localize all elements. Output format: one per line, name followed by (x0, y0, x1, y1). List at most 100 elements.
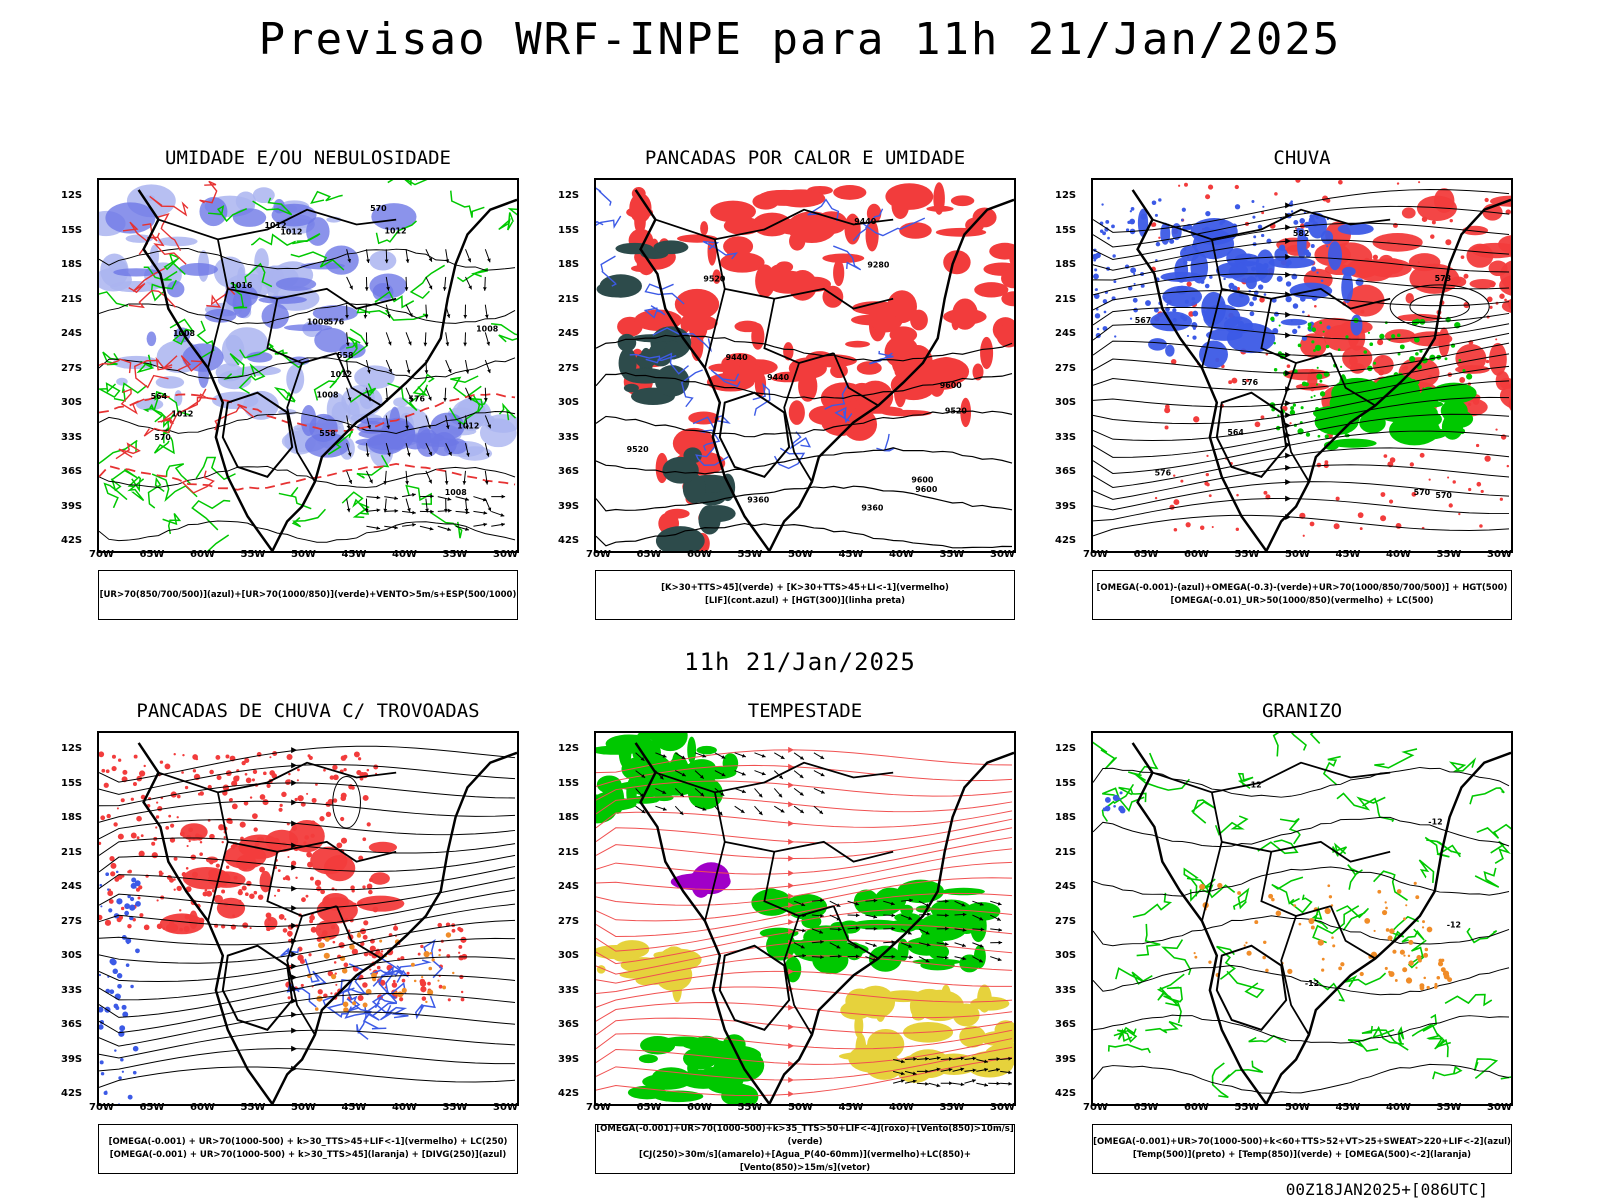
temp850-contour (1374, 748, 1418, 769)
contour-label: 582 (1293, 229, 1310, 238)
convective-rain-area (216, 897, 246, 919)
wind850-vector (964, 1056, 977, 1061)
convective-rain-dots (130, 832, 137, 839)
wind850-gt10 (732, 1083, 751, 1100)
omega-green-dots (1290, 406, 1295, 410)
omega-blue-dots (1299, 296, 1306, 302)
lc850-streamline-arrow (788, 893, 795, 900)
wind850-vector (847, 954, 860, 959)
divergence-contour (394, 959, 432, 978)
omega500-orange (1359, 971, 1364, 977)
omega-blue-dots (1311, 266, 1317, 272)
convective-rain-dots (168, 814, 172, 818)
wind850-vector (793, 752, 805, 760)
convective-rain-dots (176, 816, 179, 819)
contour-label: 558 (319, 429, 336, 438)
contour-label: 9440 (726, 353, 749, 362)
convection-k30-tts45-li (980, 336, 994, 370)
temp850-contour (1373, 870, 1408, 901)
thickness-contour (153, 232, 187, 265)
convective-rain-dots (362, 837, 367, 842)
convective-rain-area (356, 895, 405, 912)
panel-title-umidade: UMIDADE E/OU NEBULOSIDADE (165, 147, 451, 169)
wind-vector (385, 304, 391, 319)
lc850-streamline-arrow (788, 1076, 795, 1083)
coastline (1131, 742, 1511, 1104)
convective-rain-dots (195, 757, 199, 761)
convective-rain-dots (285, 779, 291, 785)
omega-green-dots (1305, 432, 1311, 437)
wind850-vector (952, 1056, 965, 1061)
omega-green-dots (1451, 389, 1455, 393)
convective-rain-dots (301, 897, 306, 903)
wind850-vector (883, 954, 896, 959)
humidity-high (198, 360, 209, 389)
wind-vector (405, 359, 411, 374)
convective-rain-dots (215, 755, 221, 760)
omega500-orange (1423, 976, 1426, 980)
latitude-tick-label: 24S (1055, 328, 1077, 339)
omega500-orange (1217, 882, 1223, 889)
convective-rain-area (310, 846, 348, 875)
lc250-streamline-arrow (291, 779, 298, 786)
latitude-tick-label: 36S (558, 1019, 580, 1030)
divergence-dots (103, 1090, 108, 1096)
omega-green-area (1378, 399, 1427, 415)
instability-orange-dots (437, 979, 440, 982)
temp850-contour (1191, 799, 1217, 824)
wind-vector (465, 359, 470, 374)
convection-k30-tts45-li (972, 363, 984, 381)
wind850-vector (989, 914, 1001, 921)
omega-blue-dots (1207, 227, 1210, 230)
omega-ur50-dots (1359, 527, 1363, 531)
wind850-vector (940, 1067, 953, 1072)
omega-blue-dots (1094, 313, 1101, 319)
latitude-tick-label: 39S (61, 500, 83, 512)
omega500-orange (1287, 968, 1293, 974)
convection-k30-tts45-li (851, 314, 901, 326)
omega-green-dots (1311, 327, 1317, 332)
lc850-streamline (596, 796, 1013, 815)
longitude-tick-label: 50W (1285, 549, 1310, 560)
latitude-tick-label: 36S (61, 1019, 83, 1030)
instability-orange-dots (431, 958, 435, 962)
convective-rain-dots (173, 856, 178, 861)
hgt300-contour (596, 485, 1013, 512)
convective-rain-dots (132, 782, 137, 787)
omega-ur50-dots (1154, 496, 1158, 500)
convective-rain-dots (457, 926, 462, 931)
omega-ur50-dots (1489, 305, 1493, 309)
latitude-tick-label: 30S (558, 397, 580, 408)
wind850-vector (694, 752, 707, 758)
omega-ur50-dots (1338, 180, 1343, 185)
convective-rain-dots (137, 896, 141, 900)
omega-green-dots (1452, 401, 1459, 407)
convective-rain-dots (226, 817, 233, 824)
humidity-1000-850-contour (99, 439, 138, 465)
omega-blue-dots (1191, 274, 1194, 277)
omega500-orange (1193, 952, 1196, 955)
omega-ur50-dots (1151, 222, 1155, 227)
uruguay-border (221, 391, 294, 478)
lc500-streamline-arrow (1285, 238, 1292, 245)
longitude-tick-label: 45W (1335, 549, 1361, 560)
longitude-tick-label: 50W (291, 1102, 316, 1113)
humidity-1000-850-contour (154, 390, 191, 416)
convective-rain-dots (110, 862, 117, 869)
wind-vector (365, 359, 371, 374)
wind850-vector (655, 805, 667, 811)
humidity-high (166, 280, 185, 298)
temp850-contour (1226, 970, 1265, 999)
wind850-vector (918, 956, 930, 963)
legend-tempestade: [OMEGA(-0.001)+UR>70(1000-500)+k>35_TTS>… (595, 1124, 1015, 1174)
longitude-tick-label: 30W (1487, 1102, 1512, 1113)
lc850-streamline-arrow (788, 968, 795, 975)
lifted-index-contour (869, 350, 894, 365)
omega-ur50-dots (1173, 527, 1178, 532)
divergence-dots (135, 901, 141, 907)
omega-ur50-dots (1468, 402, 1472, 406)
wind850-vector (928, 1082, 941, 1088)
omega-blue-dots (1285, 296, 1292, 303)
latitude-tick-label: 27S (1055, 362, 1077, 374)
convective-rain-dots (122, 769, 128, 775)
